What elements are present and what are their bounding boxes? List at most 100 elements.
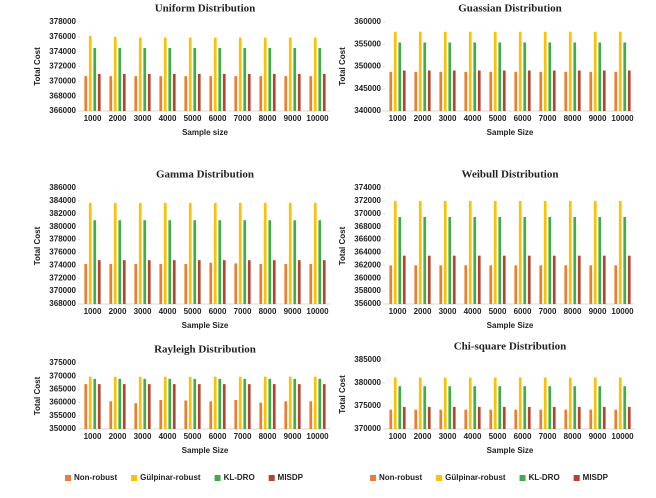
x-tick-label: 4000 (464, 307, 482, 316)
x-tick-label: 9000 (284, 307, 302, 316)
x-tick-label: 1000 (84, 432, 102, 441)
bar (423, 386, 427, 429)
bar (627, 255, 631, 304)
bar (468, 31, 472, 111)
bar (322, 384, 326, 429)
bar (614, 265, 618, 304)
bar (213, 37, 217, 112)
bar (427, 255, 431, 304)
x-tick-label: 4000 (464, 432, 482, 441)
bar (309, 401, 313, 429)
x-tick-label: 8000 (259, 432, 277, 441)
y-tick-label: 345000 (354, 84, 381, 93)
bar (589, 409, 593, 429)
bar (398, 42, 402, 111)
x-tick-label: 4000 (159, 307, 177, 316)
y-tick-label: 370000 (354, 424, 381, 433)
bar (564, 265, 568, 304)
bar (543, 377, 547, 429)
bar (489, 71, 493, 111)
x-tick-label: 1000 (389, 114, 407, 123)
bar (414, 409, 418, 429)
bar (313, 37, 317, 112)
x-tick-label: 4000 (159, 114, 177, 123)
legend-swatch (131, 475, 138, 481)
bar (427, 70, 431, 111)
x-tick-label: 5000 (489, 114, 507, 123)
y-tick-label: 368000 (49, 91, 76, 100)
bar (573, 42, 577, 111)
legend-label: Gülpinar-robust (140, 473, 201, 482)
bar (448, 42, 452, 111)
y-tick-label: 384000 (49, 196, 76, 205)
bar (259, 76, 263, 111)
y-tick-label: 386000 (49, 183, 76, 192)
x-tick-label: 10000 (306, 114, 329, 123)
bar (464, 265, 468, 304)
bar (627, 406, 631, 429)
bar (218, 378, 222, 429)
bar (527, 255, 531, 304)
y-tick-label: 378000 (49, 17, 76, 26)
bar (193, 220, 197, 304)
bar (402, 255, 406, 304)
y-tick-label: 372000 (49, 273, 76, 282)
bar (564, 71, 568, 111)
bar (143, 378, 147, 429)
bar (159, 399, 163, 429)
bar (598, 217, 602, 304)
bar (322, 260, 326, 304)
bar (172, 260, 176, 304)
bar (393, 200, 397, 304)
bar (88, 202, 92, 304)
y-tick-label: 360000 (354, 17, 381, 26)
bar (143, 220, 147, 304)
bar (439, 265, 443, 304)
chart-title: Rayleigh Distribution (154, 344, 256, 356)
bar (414, 265, 418, 304)
y-tick-label: 370000 (49, 76, 76, 85)
bar (539, 409, 543, 429)
bar (439, 409, 443, 429)
bar (398, 386, 402, 429)
bar (439, 71, 443, 111)
x-tick-label: 4000 (464, 114, 482, 123)
legend-label: KL-DRO (529, 473, 560, 482)
bar (163, 202, 167, 304)
bar (143, 47, 147, 111)
y-tick-label: 372000 (49, 62, 76, 71)
bar (188, 202, 192, 304)
y-axis-label: Total Cost (33, 47, 42, 86)
x-axis-label: Sample Size (487, 128, 534, 137)
x-tick-label: 1000 (389, 307, 407, 316)
bar (402, 406, 406, 429)
y-axis-label: Total Cost (338, 375, 347, 414)
bar (423, 217, 427, 304)
bar (259, 264, 263, 304)
y-tick-label: 366000 (49, 106, 76, 115)
bar (184, 400, 188, 429)
x-tick-label: 10000 (306, 432, 329, 441)
bar (243, 47, 247, 111)
bar (523, 217, 527, 304)
bar (623, 217, 627, 304)
y-tick-label: 375000 (354, 401, 381, 410)
x-tick-label: 2000 (414, 432, 432, 441)
x-tick-label: 6000 (209, 114, 227, 123)
bar (427, 406, 431, 429)
bar (593, 31, 597, 111)
bar (209, 262, 213, 304)
bar (168, 378, 172, 429)
bar (527, 70, 531, 111)
bar (602, 70, 606, 111)
bar (97, 73, 101, 111)
bar (209, 401, 213, 429)
y-axis-label: Total Cost (338, 47, 347, 86)
bar (523, 42, 527, 111)
bar (188, 376, 192, 429)
bar (172, 73, 176, 111)
bar (598, 42, 602, 111)
bar (502, 406, 506, 429)
bar (518, 377, 522, 429)
